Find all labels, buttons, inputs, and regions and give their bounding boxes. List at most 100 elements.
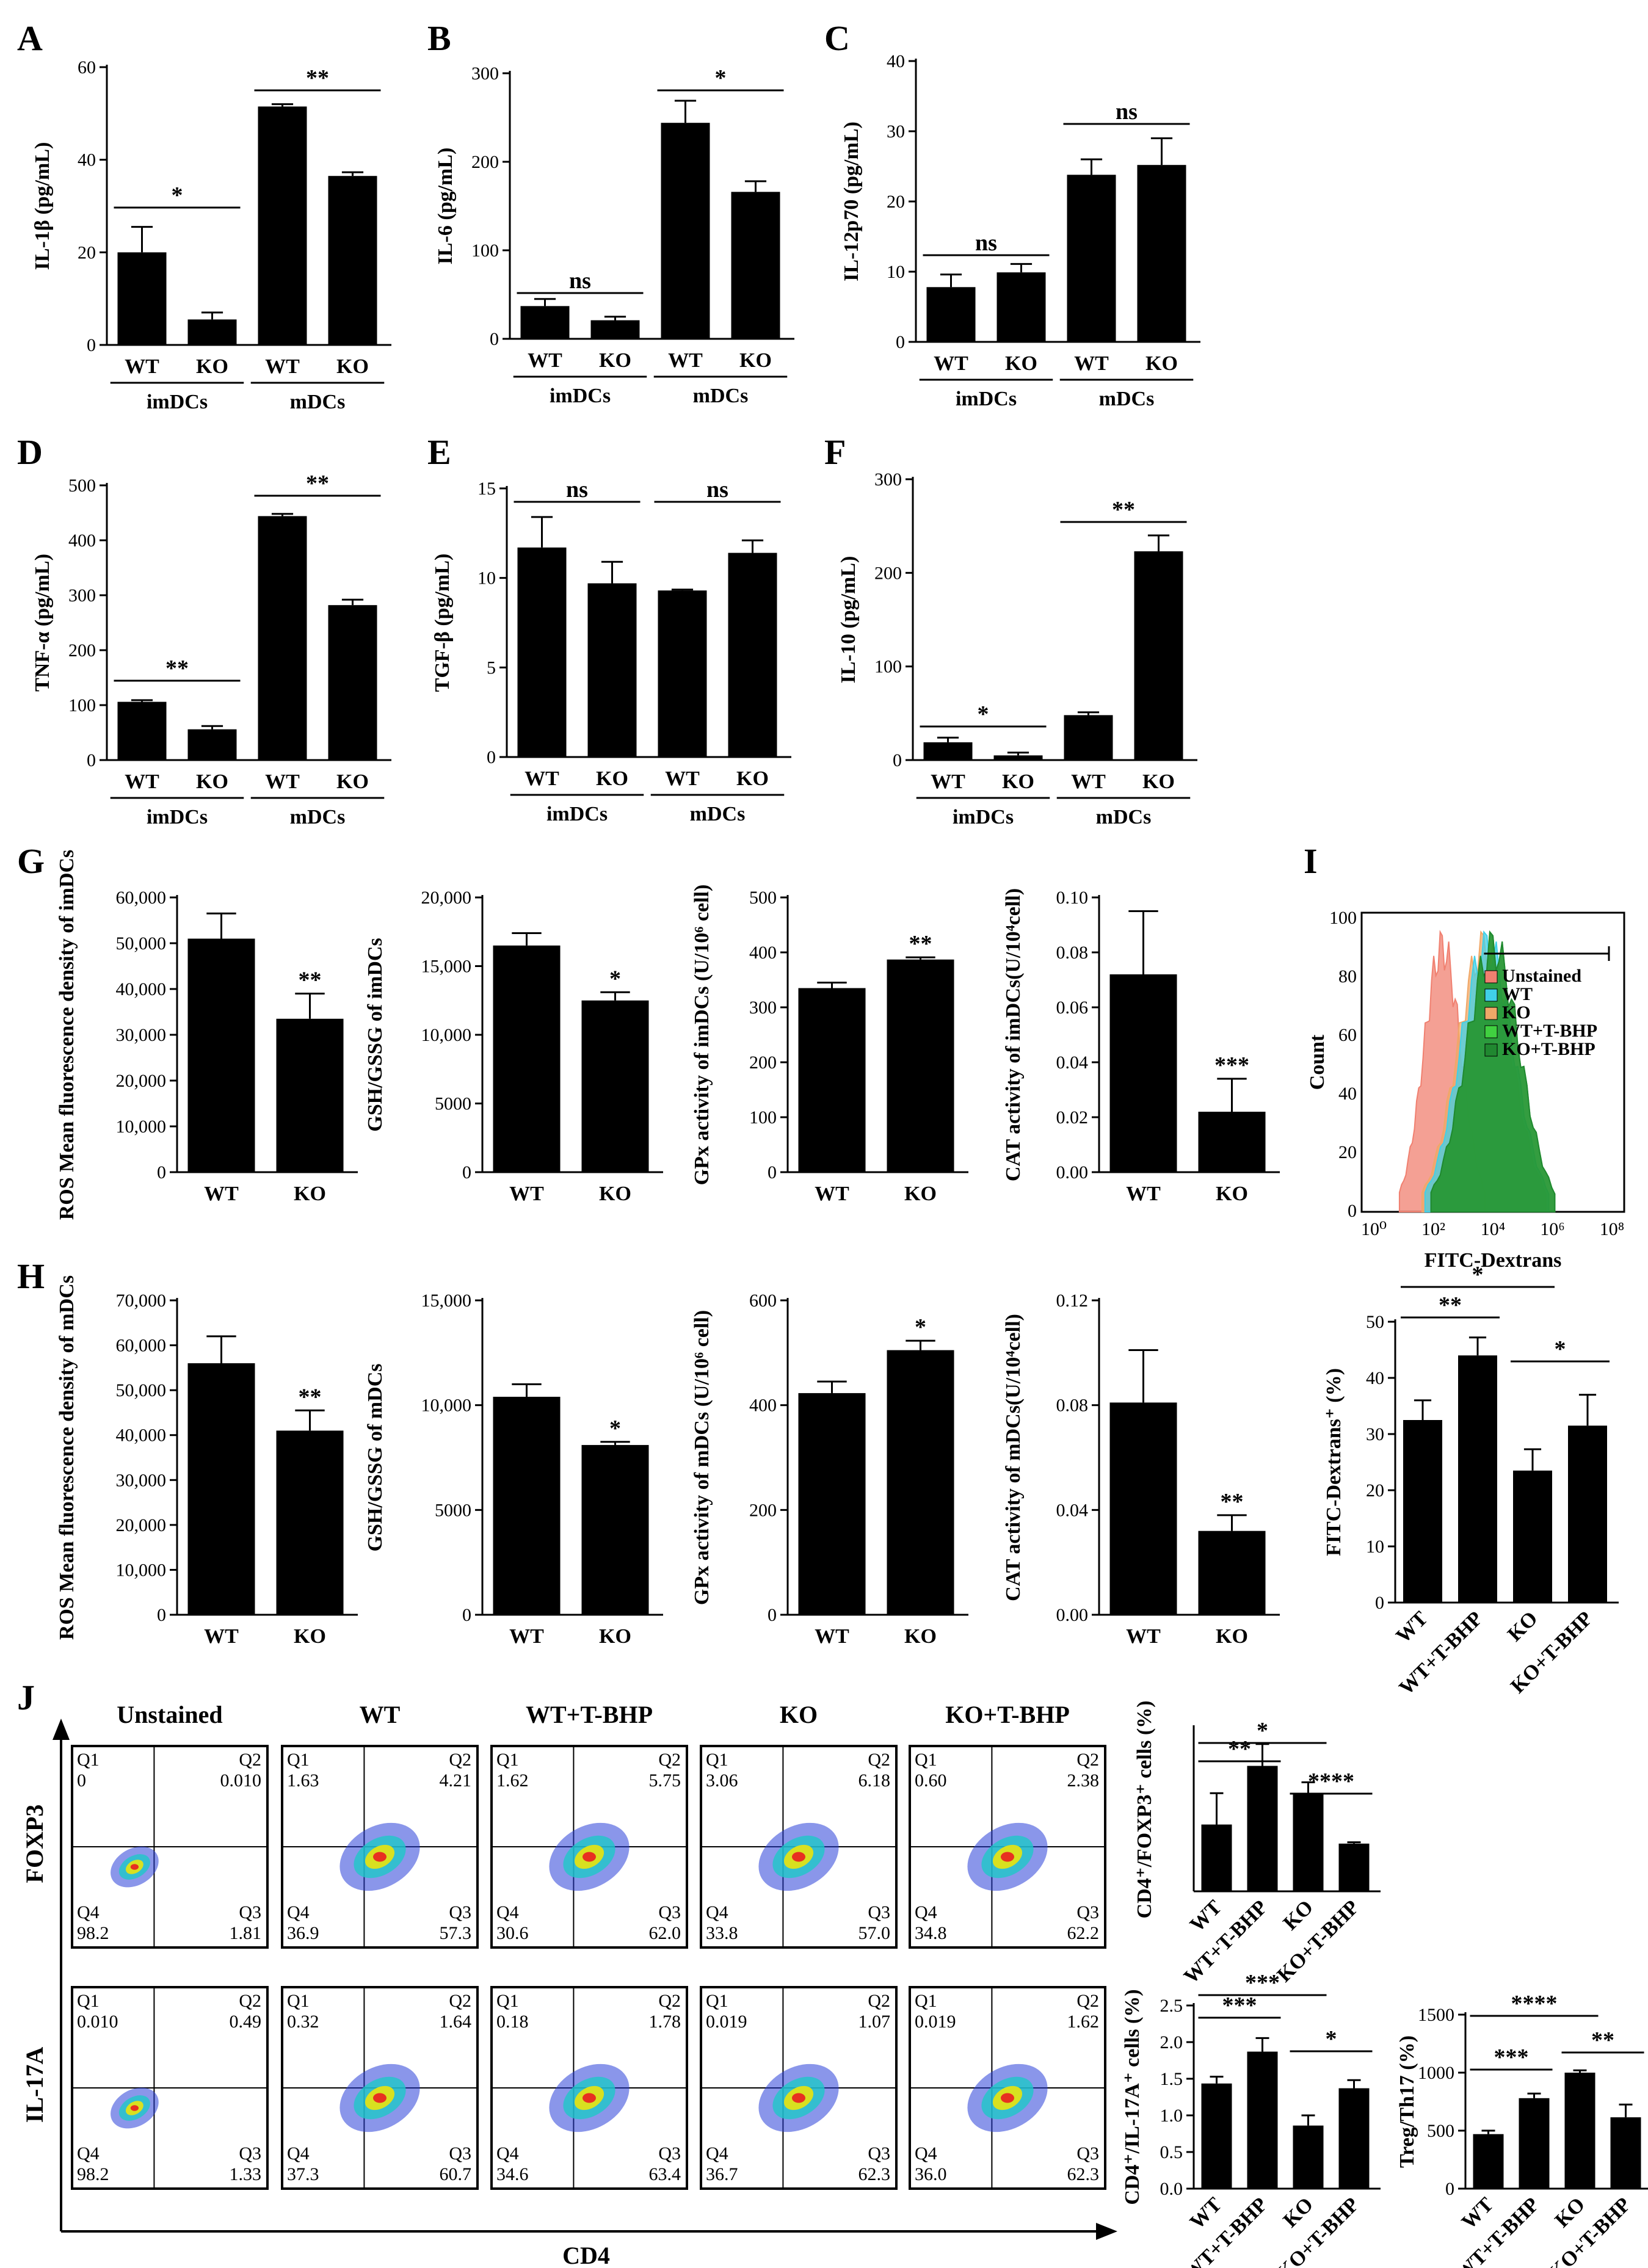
y-tick-label: 200 [874, 563, 902, 583]
category-label: KO [904, 1625, 937, 1648]
y-tick-label: 1.5 [1160, 2069, 1183, 2089]
bar [923, 742, 973, 760]
category-label: WT [204, 1625, 239, 1648]
chart-H1: 0 10,000 20,000 30,000 40,000 50,000 60,000 70,… [56, 1275, 358, 1648]
quadrant-name: Q2 [449, 1750, 471, 1770]
y-tick-label: 60,000 [116, 888, 167, 908]
bar [887, 1350, 954, 1615]
category-label: WT [204, 1183, 239, 1205]
category-label: KO [1142, 770, 1175, 793]
flow-density-core [1001, 1852, 1014, 1862]
chart-C: 0 10 20 30 40 IL-12p70 (pg/mL) WT KO WT KO imDCs mD… [840, 51, 1200, 410]
quadrant-name: Q3 [1076, 1902, 1099, 1922]
y-tick-label: 0 [893, 750, 902, 770]
y-tick-label: 300 [749, 998, 777, 1018]
quadrant-value: 1.81 [230, 1923, 262, 1943]
group-label: imDCs [147, 391, 208, 413]
quadrant-value: 62.3 [858, 2164, 891, 2184]
quadrant-name: Q4 [915, 1902, 937, 1922]
y-tick-label: 30 [1366, 1424, 1384, 1444]
bar [258, 106, 307, 346]
significance-label: ns [1116, 99, 1138, 125]
flow-density-core [792, 2093, 805, 2103]
bar [276, 1018, 344, 1172]
significance-label: * [978, 701, 989, 727]
bar [1064, 715, 1113, 760]
y-tick-label: 0 [896, 332, 905, 352]
bar [993, 755, 1043, 760]
quadrant-name: Q2 [658, 1750, 681, 1770]
y-tick-label: 0.06 [1056, 998, 1089, 1018]
quadrant-name: Q2 [449, 1991, 471, 2011]
y-tick-label: 0 [462, 1605, 471, 1625]
quadrant-name: Q4 [77, 1902, 100, 1922]
bar [590, 320, 640, 339]
quadrant-name: Q3 [868, 1902, 890, 1922]
flow-column-title: Unstained [117, 1701, 222, 1728]
y-axis-label: CD4⁺/IL-17A⁺ cells (%) [1121, 1989, 1144, 2205]
category-label: WT [931, 770, 965, 793]
bar [117, 252, 167, 345]
category-label: WT [525, 767, 559, 790]
bar [1198, 1531, 1266, 1615]
category-label: WT [509, 1625, 544, 1648]
y-tick-label: 100 [471, 241, 499, 261]
flow-dot-cloud [549, 2063, 630, 2132]
quadrant-name: Q4 [706, 2143, 728, 2164]
group-label: mDCs [693, 385, 749, 407]
bar [520, 306, 570, 339]
quadrant-value: 0.010 [220, 1770, 262, 1791]
y-axis-label: IL-10 (pg/mL) [837, 556, 860, 684]
significance-label: ** [1591, 2027, 1614, 2053]
y-tick-label: 0.02 [1056, 1107, 1089, 1128]
quadrant-value: 36.7 [706, 2164, 738, 2184]
y-axis-label: Treg/Th17 (%) [1396, 2035, 1418, 2168]
category-label: KO+T-BHP [1545, 2193, 1636, 2268]
y-tick-label: 0 [1375, 1593, 1384, 1613]
quadrant-value: 5.75 [649, 1770, 681, 1791]
category-label: WT [1186, 1896, 1226, 1936]
bar [798, 988, 866, 1172]
quadrant-name: Q2 [239, 1750, 261, 1770]
bar [328, 605, 377, 760]
flow-density-core [583, 1852, 596, 1862]
chart-I: 0 20 40 60 80 100 10⁰ 10² 10⁴ 10⁶ 10⁸ FITC-Dextrans… [1306, 908, 1625, 1272]
bar [1198, 1112, 1266, 1172]
significance-label: * [609, 1416, 621, 1441]
panel-label: C [824, 18, 850, 58]
bar [1568, 1426, 1607, 1603]
category-label: KO [739, 349, 772, 372]
y-tick-label: 10 [477, 568, 496, 589]
bar [493, 945, 561, 1172]
category-label: KO [1005, 352, 1037, 375]
flow-dot-cloud [758, 2063, 839, 2132]
quadrant-value: 62.2 [1067, 1923, 1100, 1943]
quadrant-name: Q3 [1076, 2143, 1099, 2164]
bar [1513, 1470, 1552, 1603]
y-tick-label: 0.04 [1056, 1052, 1089, 1073]
significance-label: ns [566, 477, 588, 502]
y-tick-label: 0.08 [1056, 943, 1089, 963]
quadrant-name: Q3 [239, 2143, 261, 2164]
quadrant-name: Q1 [915, 1991, 937, 2011]
category-label: KO [599, 1625, 631, 1648]
quadrant-value: 6.18 [858, 1770, 891, 1791]
y-tick-label: 40 [1338, 1084, 1357, 1104]
flow-column-title: KO [780, 1701, 818, 1728]
group-label: imDCs [956, 388, 1017, 410]
y-tick-label: 0 [157, 1605, 166, 1625]
y-axis-label: GSH/GSSG of mDCs [364, 1364, 387, 1552]
bar [996, 272, 1046, 342]
quadrant-value: 57.3 [440, 1923, 472, 1943]
y-tick-label: 1000 [1418, 2063, 1454, 2083]
group-label: imDCs [550, 385, 611, 407]
bar [1473, 2134, 1504, 2189]
y-tick-label: 1500 [1418, 2005, 1454, 2025]
quadrant-name: Q4 [706, 1902, 728, 1922]
category-label: WT [1074, 352, 1109, 375]
chart-F: 0 100 200 300 IL-10 (pg/mL) WT KO WT KO imDCs mDCs… [837, 469, 1197, 828]
quadrant-value: 0.49 [230, 2012, 262, 2032]
legend-swatch [1484, 1025, 1498, 1038]
bar [581, 1444, 649, 1615]
